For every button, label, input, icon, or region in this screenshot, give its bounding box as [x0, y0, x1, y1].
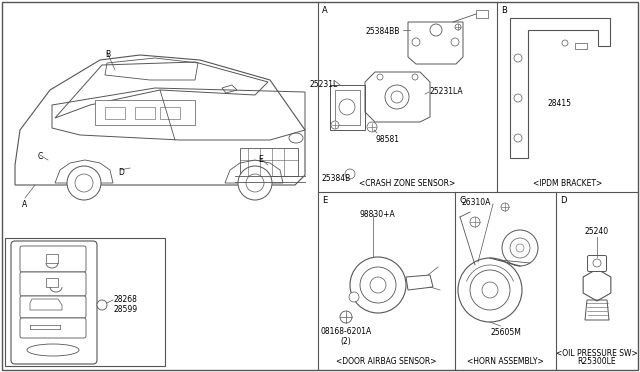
Text: B: B [105, 50, 110, 59]
Circle shape [514, 134, 522, 142]
Circle shape [412, 74, 418, 80]
Circle shape [340, 311, 352, 323]
Text: 25231LA: 25231LA [430, 87, 463, 96]
Text: C: C [38, 152, 44, 161]
Bar [95, 100, 195, 125]
Text: B: B [501, 6, 507, 15]
Circle shape [458, 258, 522, 322]
Text: 28599: 28599 [114, 305, 138, 314]
Circle shape [75, 174, 93, 192]
Text: 25384B: 25384B [322, 174, 351, 183]
Circle shape [370, 277, 386, 293]
Circle shape [391, 91, 403, 103]
Text: <DOOR AIRBAG SENSOR>: <DOOR AIRBAG SENSOR> [336, 357, 436, 366]
FancyBboxPatch shape [588, 256, 607, 272]
Text: <HORN ASSEMBLY>: <HORN ASSEMBLY> [467, 357, 544, 366]
Bar [240, 148, 298, 176]
Text: 25384BB: 25384BB [366, 27, 401, 36]
Circle shape [514, 54, 522, 62]
Text: 25605M: 25605M [490, 328, 521, 337]
Text: 25231L: 25231L [310, 80, 339, 89]
Text: A: A [22, 200, 28, 209]
Text: R25300LE: R25300LE [578, 357, 616, 366]
Text: 26310A: 26310A [461, 198, 490, 207]
Text: D: D [560, 196, 566, 205]
Circle shape [350, 257, 406, 313]
Circle shape [360, 267, 396, 303]
Circle shape [514, 94, 522, 102]
Circle shape [238, 166, 272, 200]
Bar [135, 107, 155, 119]
Circle shape [516, 244, 524, 252]
Circle shape [501, 203, 509, 211]
Text: 25240: 25240 [585, 227, 609, 236]
FancyBboxPatch shape [20, 296, 86, 318]
Text: 28415: 28415 [548, 99, 572, 108]
Text: 98581: 98581 [375, 135, 399, 144]
Text: 98830+A: 98830+A [360, 210, 396, 219]
Circle shape [593, 259, 601, 267]
Bar [575, 43, 587, 49]
Circle shape [377, 74, 383, 80]
Circle shape [339, 99, 355, 115]
Bar [476, 10, 488, 18]
FancyBboxPatch shape [11, 241, 97, 364]
FancyBboxPatch shape [20, 318, 86, 338]
Text: (2): (2) [340, 337, 351, 346]
Text: 08168-6201A: 08168-6201A [321, 327, 372, 336]
Text: <IPDM BRACKET>: <IPDM BRACKET> [533, 179, 602, 188]
Bar [5, 238, 165, 366]
Circle shape [349, 292, 359, 302]
FancyBboxPatch shape [20, 246, 86, 272]
Text: C: C [459, 196, 465, 205]
Bar [160, 107, 180, 119]
FancyBboxPatch shape [20, 272, 86, 296]
Circle shape [345, 169, 355, 179]
Text: 28268: 28268 [114, 295, 138, 305]
Text: <OIL PRESSURE SW>: <OIL PRESSURE SW> [556, 349, 638, 358]
Circle shape [97, 300, 107, 310]
Circle shape [451, 38, 459, 46]
Circle shape [430, 24, 442, 36]
Text: E: E [258, 155, 263, 164]
Circle shape [470, 270, 510, 310]
Bar [46, 278, 58, 287]
Bar [335, 90, 360, 125]
Circle shape [510, 238, 530, 258]
Text: D: D [118, 168, 124, 177]
Circle shape [67, 166, 101, 200]
Circle shape [367, 122, 377, 132]
Bar [46, 254, 58, 263]
Circle shape [246, 174, 264, 192]
Circle shape [502, 230, 538, 266]
Circle shape [385, 85, 409, 109]
Text: A: A [322, 6, 328, 15]
Circle shape [562, 40, 568, 46]
Text: <CRASH ZONE SENSOR>: <CRASH ZONE SENSOR> [360, 179, 456, 188]
Text: E: E [322, 196, 327, 205]
Circle shape [482, 282, 498, 298]
Circle shape [455, 24, 461, 30]
Bar [105, 107, 125, 119]
Circle shape [331, 121, 339, 129]
Circle shape [412, 38, 420, 46]
Circle shape [470, 217, 480, 227]
